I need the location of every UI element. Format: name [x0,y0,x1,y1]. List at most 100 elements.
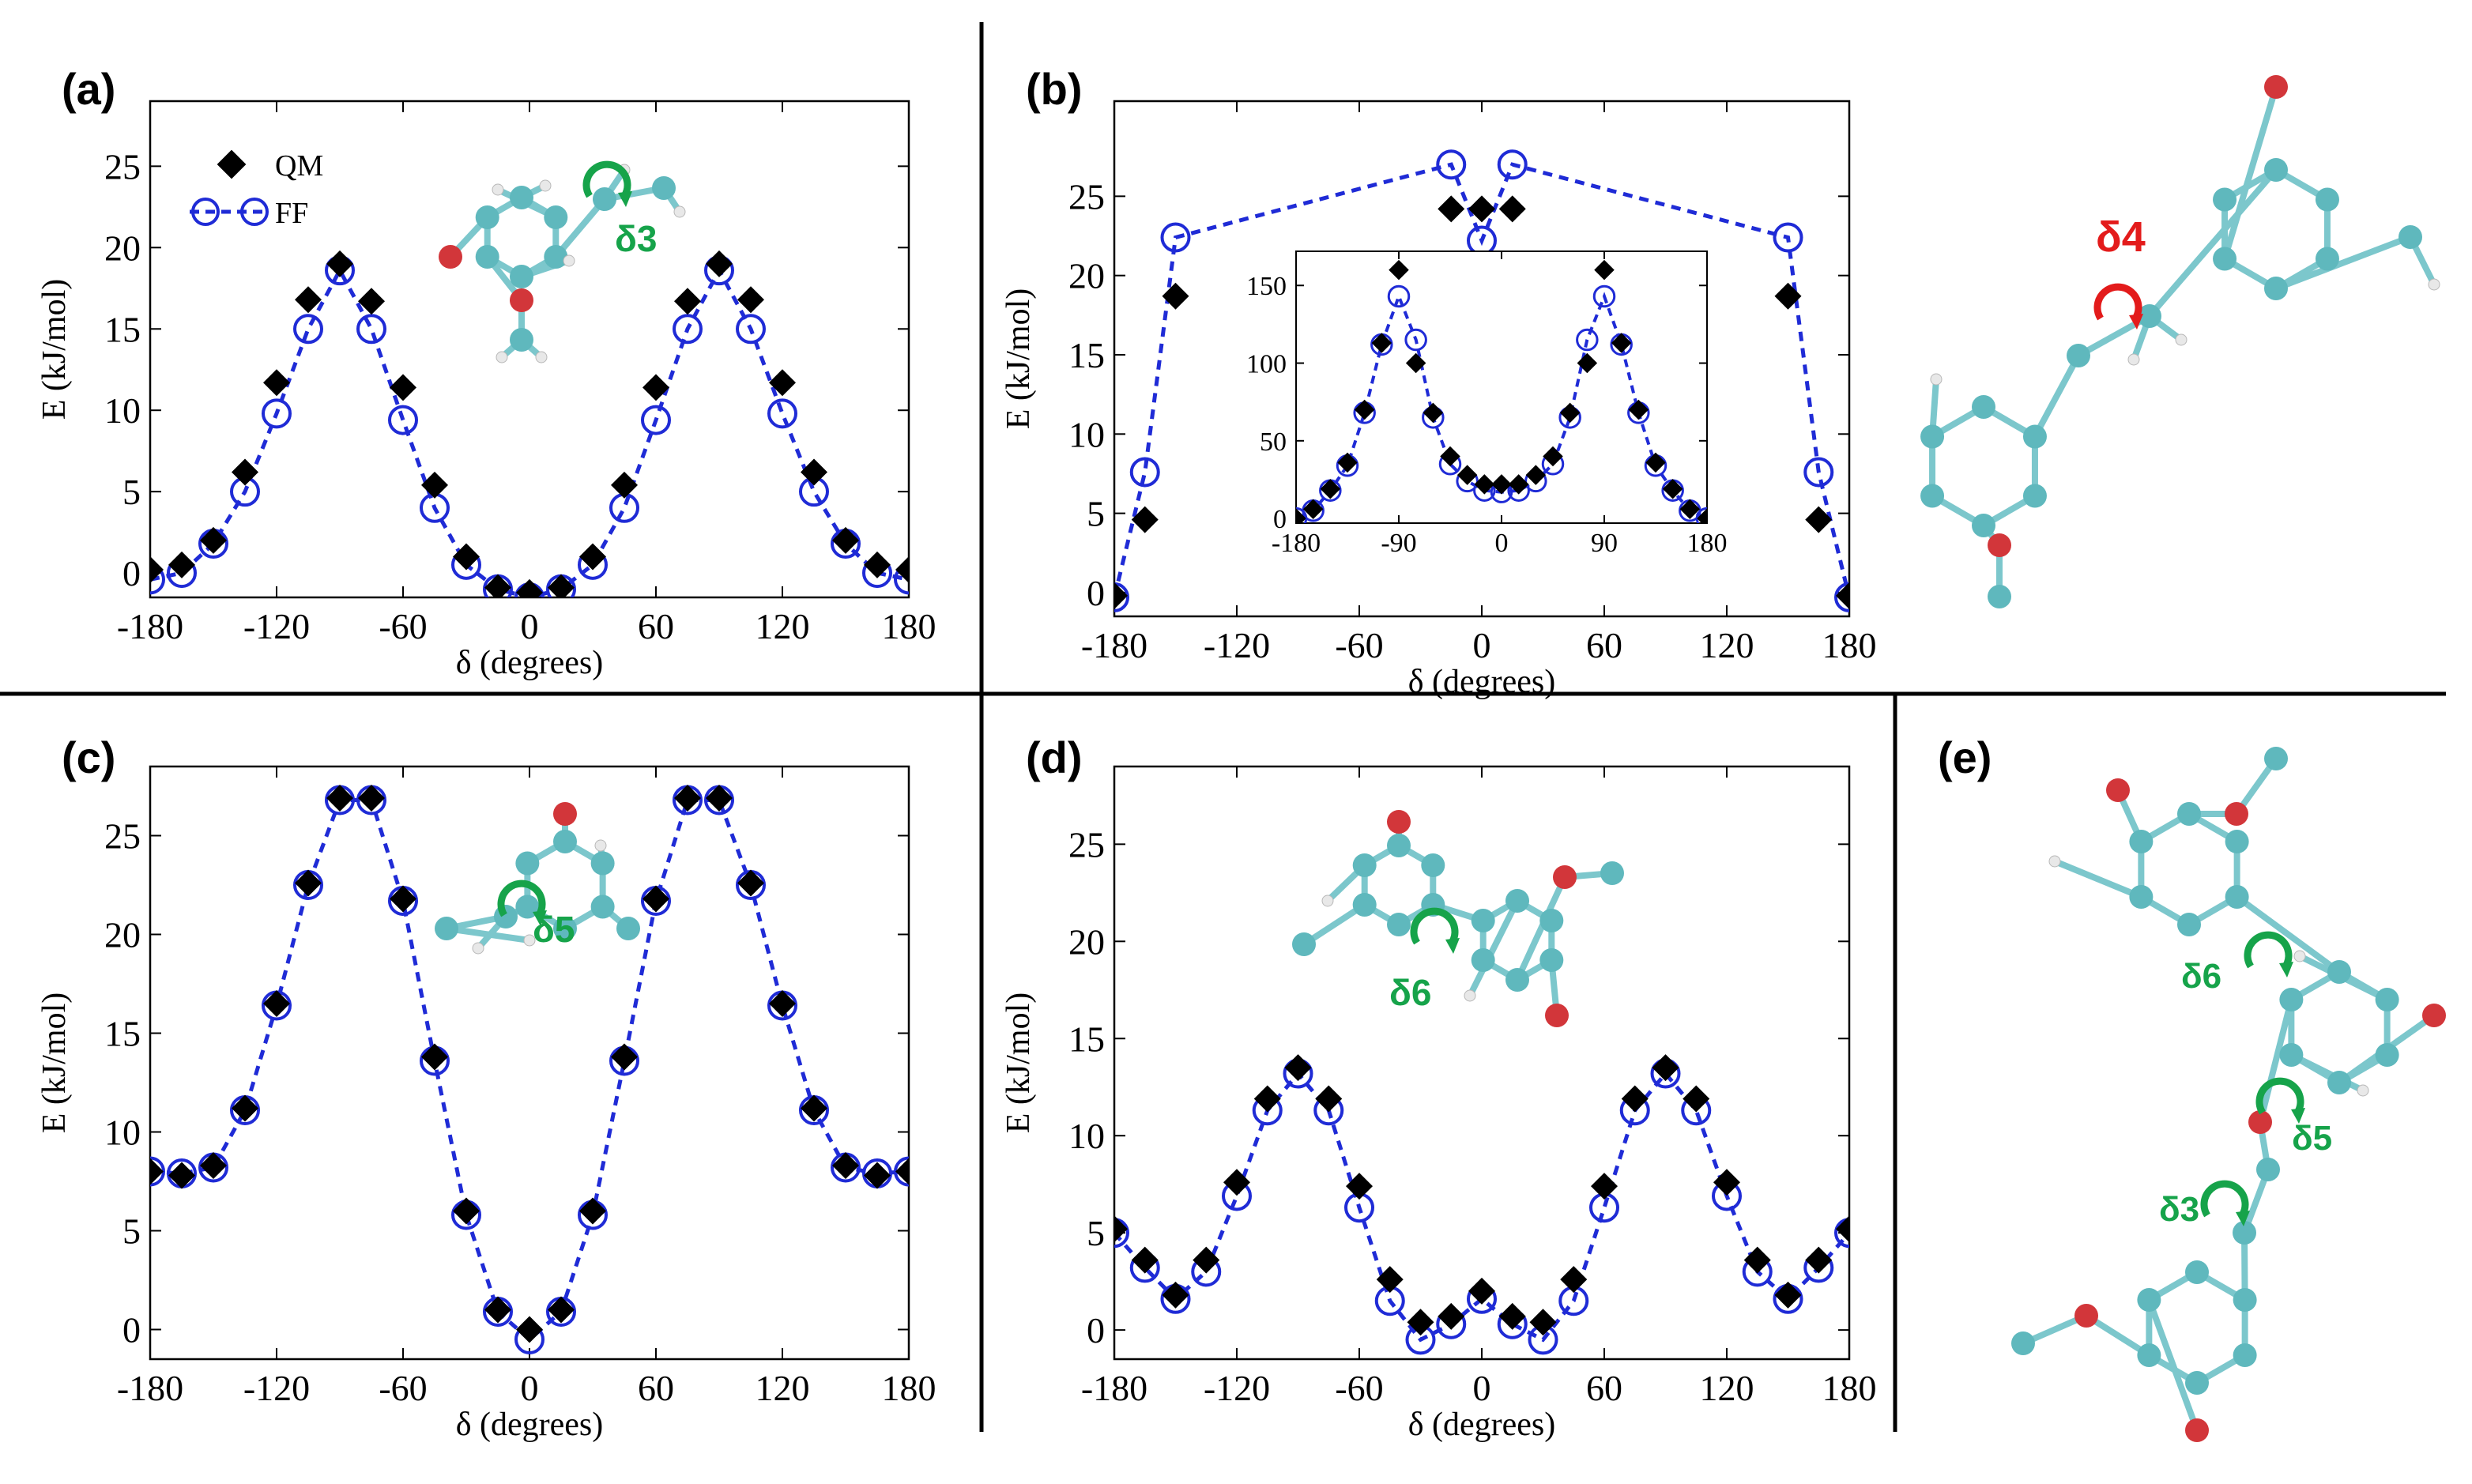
carbon-atom [1505,889,1529,913]
a-ff-point [894,564,909,595]
d-qm-point [1743,1246,1771,1274]
legend-ff-marker-left [191,198,220,226]
panel-label-e: (e) [1938,733,1992,782]
carbon-atom [2327,1071,2351,1094]
carbon-atom [2315,187,2339,212]
carbon-atom [1539,948,1564,972]
panel-label-c: (c) [62,733,115,782]
carbon-atom [1920,424,1945,449]
hydrogen-atom [472,942,484,955]
bond [2031,352,2082,440]
bond [1301,902,1368,947]
b-inset-qm-point [1662,479,1683,499]
d-qm-point [1162,1281,1189,1309]
molecule-a [439,160,686,363]
b-inset-qm-point [1474,474,1495,495]
c-qm-point [390,885,416,913]
carbon-atom [2264,747,2288,770]
a-qm-point [737,286,764,314]
b-inset-qm-point [1456,465,1478,485]
hydrogen-atom [2048,855,2061,868]
carbon-atom [2213,187,2237,212]
b-inset-ff-point [1592,284,1616,308]
d-ytick-label: 0 [1087,1310,1105,1350]
b-inset-qm-point [1423,402,1444,424]
carbon-atom [593,187,616,211]
c-qm-point [769,990,796,1017]
carbon-atom [2279,988,2304,1011]
b-inset-plot-area [1296,259,1707,523]
bond [552,196,608,260]
b-inset-ff-point [1387,284,1411,308]
a-ytick-label: 15 [104,309,141,349]
c-xtick-label: 60 [638,1368,674,1408]
b-xtick-label: -180 [1081,625,1147,665]
dihedral-arrow-e-2-head [2291,1108,2305,1124]
d-qm-point [1560,1266,1588,1294]
carbon-atom [2315,247,2339,271]
legend-qm-marker [217,149,247,179]
b-inset-ff-point [1576,328,1599,352]
a-qm-point [484,574,511,597]
carbon-atom [2225,885,2249,909]
d-qm-point [1683,1085,1710,1113]
b-inset-qm-point [1577,352,1598,374]
hydrogen-atom [539,179,552,192]
carbon-atom [2327,960,2351,984]
c-qm-point [895,1158,909,1185]
c-ytick-label: 20 [104,915,141,955]
oxygen-atom [2264,75,2288,99]
b-xtick-label: 180 [1822,625,1877,665]
d-xtick-label: 120 [1700,1368,1754,1408]
b-inset-xtick-label: -90 [1381,529,1416,558]
hydrogen-atom [2127,353,2140,366]
carbon-atom [2233,1343,2257,1367]
oxygen-atom [1387,810,1411,834]
c-qm-point [150,1158,164,1185]
d-qm-point [1346,1173,1373,1200]
c-qm-point [168,1162,195,1189]
a-qm-point [516,578,543,597]
carbon-atom [2225,830,2249,853]
c-qm-point [611,1043,638,1071]
a-xtick-label: -180 [117,606,183,646]
bond [1467,898,1521,999]
b-qm-point [1131,506,1159,533]
b-inset-qm-point [1697,508,1707,523]
a-qm-point [832,526,859,554]
c-x-axis-title: δ (degrees) [456,1407,604,1443]
molecule-structure [2011,747,2446,1442]
b-inset-qm-point [1645,452,1666,473]
b-ff-point [1436,149,1467,180]
molecule-c [435,802,640,955]
d-qm-point [1529,1309,1557,1336]
d-ytick-label: 20 [1068,921,1105,962]
c-xtick-label: -60 [379,1368,427,1408]
c-ytick-label: 25 [104,816,141,857]
oxygen-atom [2185,1418,2209,1442]
d-xtick-label: -180 [1081,1368,1147,1408]
b-qm-point [1774,282,1802,310]
b-inset-xtick-label: 0 [1495,529,1509,558]
c-qm-point [232,1094,258,1122]
panel-dividers [0,22,2446,1432]
carbon-atom [2129,830,2154,853]
panel-c: -180 -120 -60 0 60 120 180 0 5 10 15 20 25 δ (degrees… [36,765,936,1443]
b-inset-qm-point [1371,333,1392,353]
b-inset-qm-point [1296,508,1306,523]
carbon-atom [2129,885,2154,909]
b-qm-point [1498,195,1526,223]
b-inset-ytick-label: 50 [1260,427,1287,457]
c-qm-point [579,1197,606,1225]
d-qm-point [1652,1054,1679,1082]
b-xtick-label: -60 [1335,625,1383,665]
a-xtick-label: 60 [638,606,674,646]
bond [2052,858,2145,900]
oxygen-atom [439,245,462,269]
d-qm-point [1223,1169,1250,1196]
oxygen-atom [510,288,533,312]
a-xtick-label: -120 [243,606,310,646]
b-inset-qm-point [1543,446,1563,467]
angle-label-a: δ3 [615,218,657,259]
a-xtick-label: 180 [882,606,936,646]
